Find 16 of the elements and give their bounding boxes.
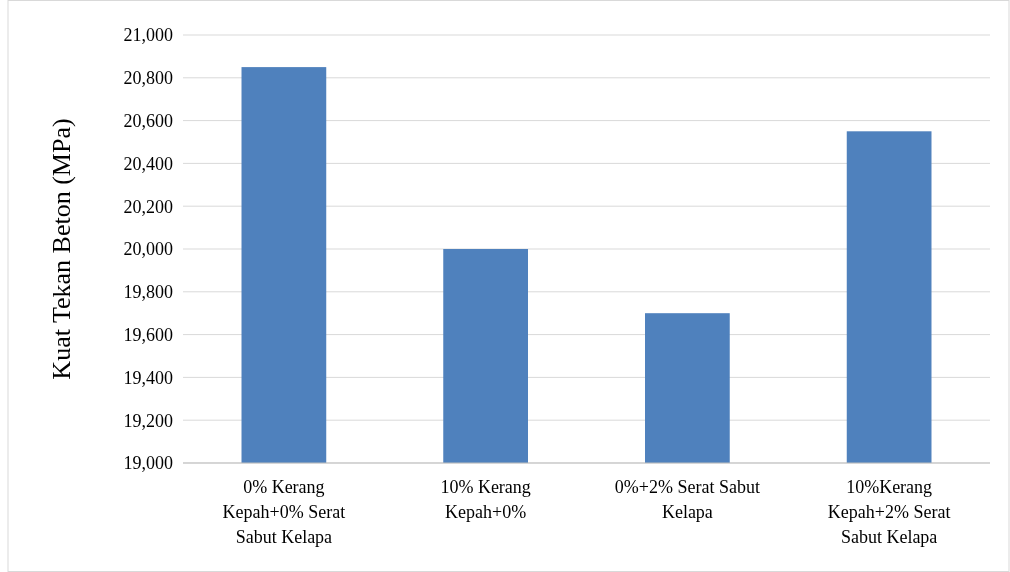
- y-tick-label: 21,000: [123, 25, 173, 46]
- y-tick-label: 19,200: [123, 410, 173, 431]
- x-tick-label: 10% Kerang Kepah+0%: [440, 477, 531, 522]
- y-tick-label: 19,600: [123, 324, 173, 345]
- y-tick-label: 20,400: [123, 153, 173, 174]
- y-tick-label: 20,000: [123, 239, 173, 260]
- y-tick-label: 19,400: [123, 367, 173, 388]
- y-tick-label: 19,000: [123, 453, 173, 474]
- y-tick-label: 20,200: [123, 196, 173, 217]
- x-tick-label: 0%+2% Serat Sabut Kelapa: [614, 477, 760, 522]
- y-tick-label: 20,600: [123, 110, 173, 131]
- y-axis-title: Kuat Tekan Beton (MPa): [47, 118, 76, 380]
- y-tick-label: 19,800: [123, 282, 173, 303]
- y-tick-label: 20,800: [123, 68, 173, 89]
- x-tick-label: 0% Kerang Kepah+0% Serat Sabut Kelapa: [222, 477, 346, 547]
- x-tick-label: 10%Kerang Kepah+2% Serat Sabut Kelapa: [827, 477, 951, 547]
